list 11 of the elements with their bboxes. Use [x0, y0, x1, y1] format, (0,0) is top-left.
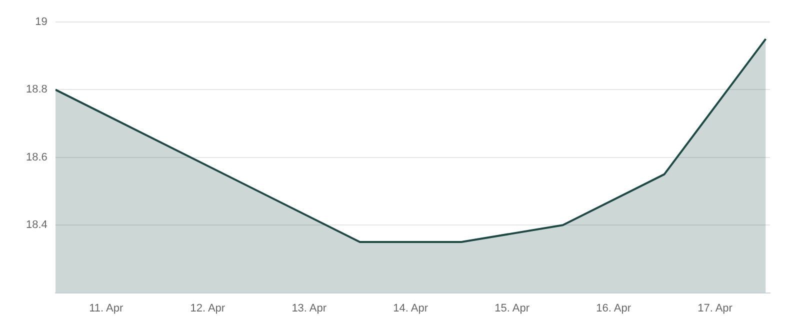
y-tick-label: 18.6	[26, 151, 48, 164]
x-tick-label: 13. Apr	[292, 302, 327, 314]
y-tick-label: 18.8	[26, 84, 48, 96]
y-tick-label: 19	[35, 16, 48, 28]
x-tick-label: 14. Apr	[393, 302, 428, 314]
x-tick-label: 12. Apr	[190, 302, 226, 314]
x-tick-label: 16. Apr	[596, 302, 632, 314]
x-tick-label: 15. Apr	[494, 302, 530, 314]
x-tick-label: 11. Apr	[89, 302, 124, 314]
y-tick-label: 18.4	[26, 219, 48, 232]
x-tick-label: 17. Apr	[698, 302, 733, 314]
